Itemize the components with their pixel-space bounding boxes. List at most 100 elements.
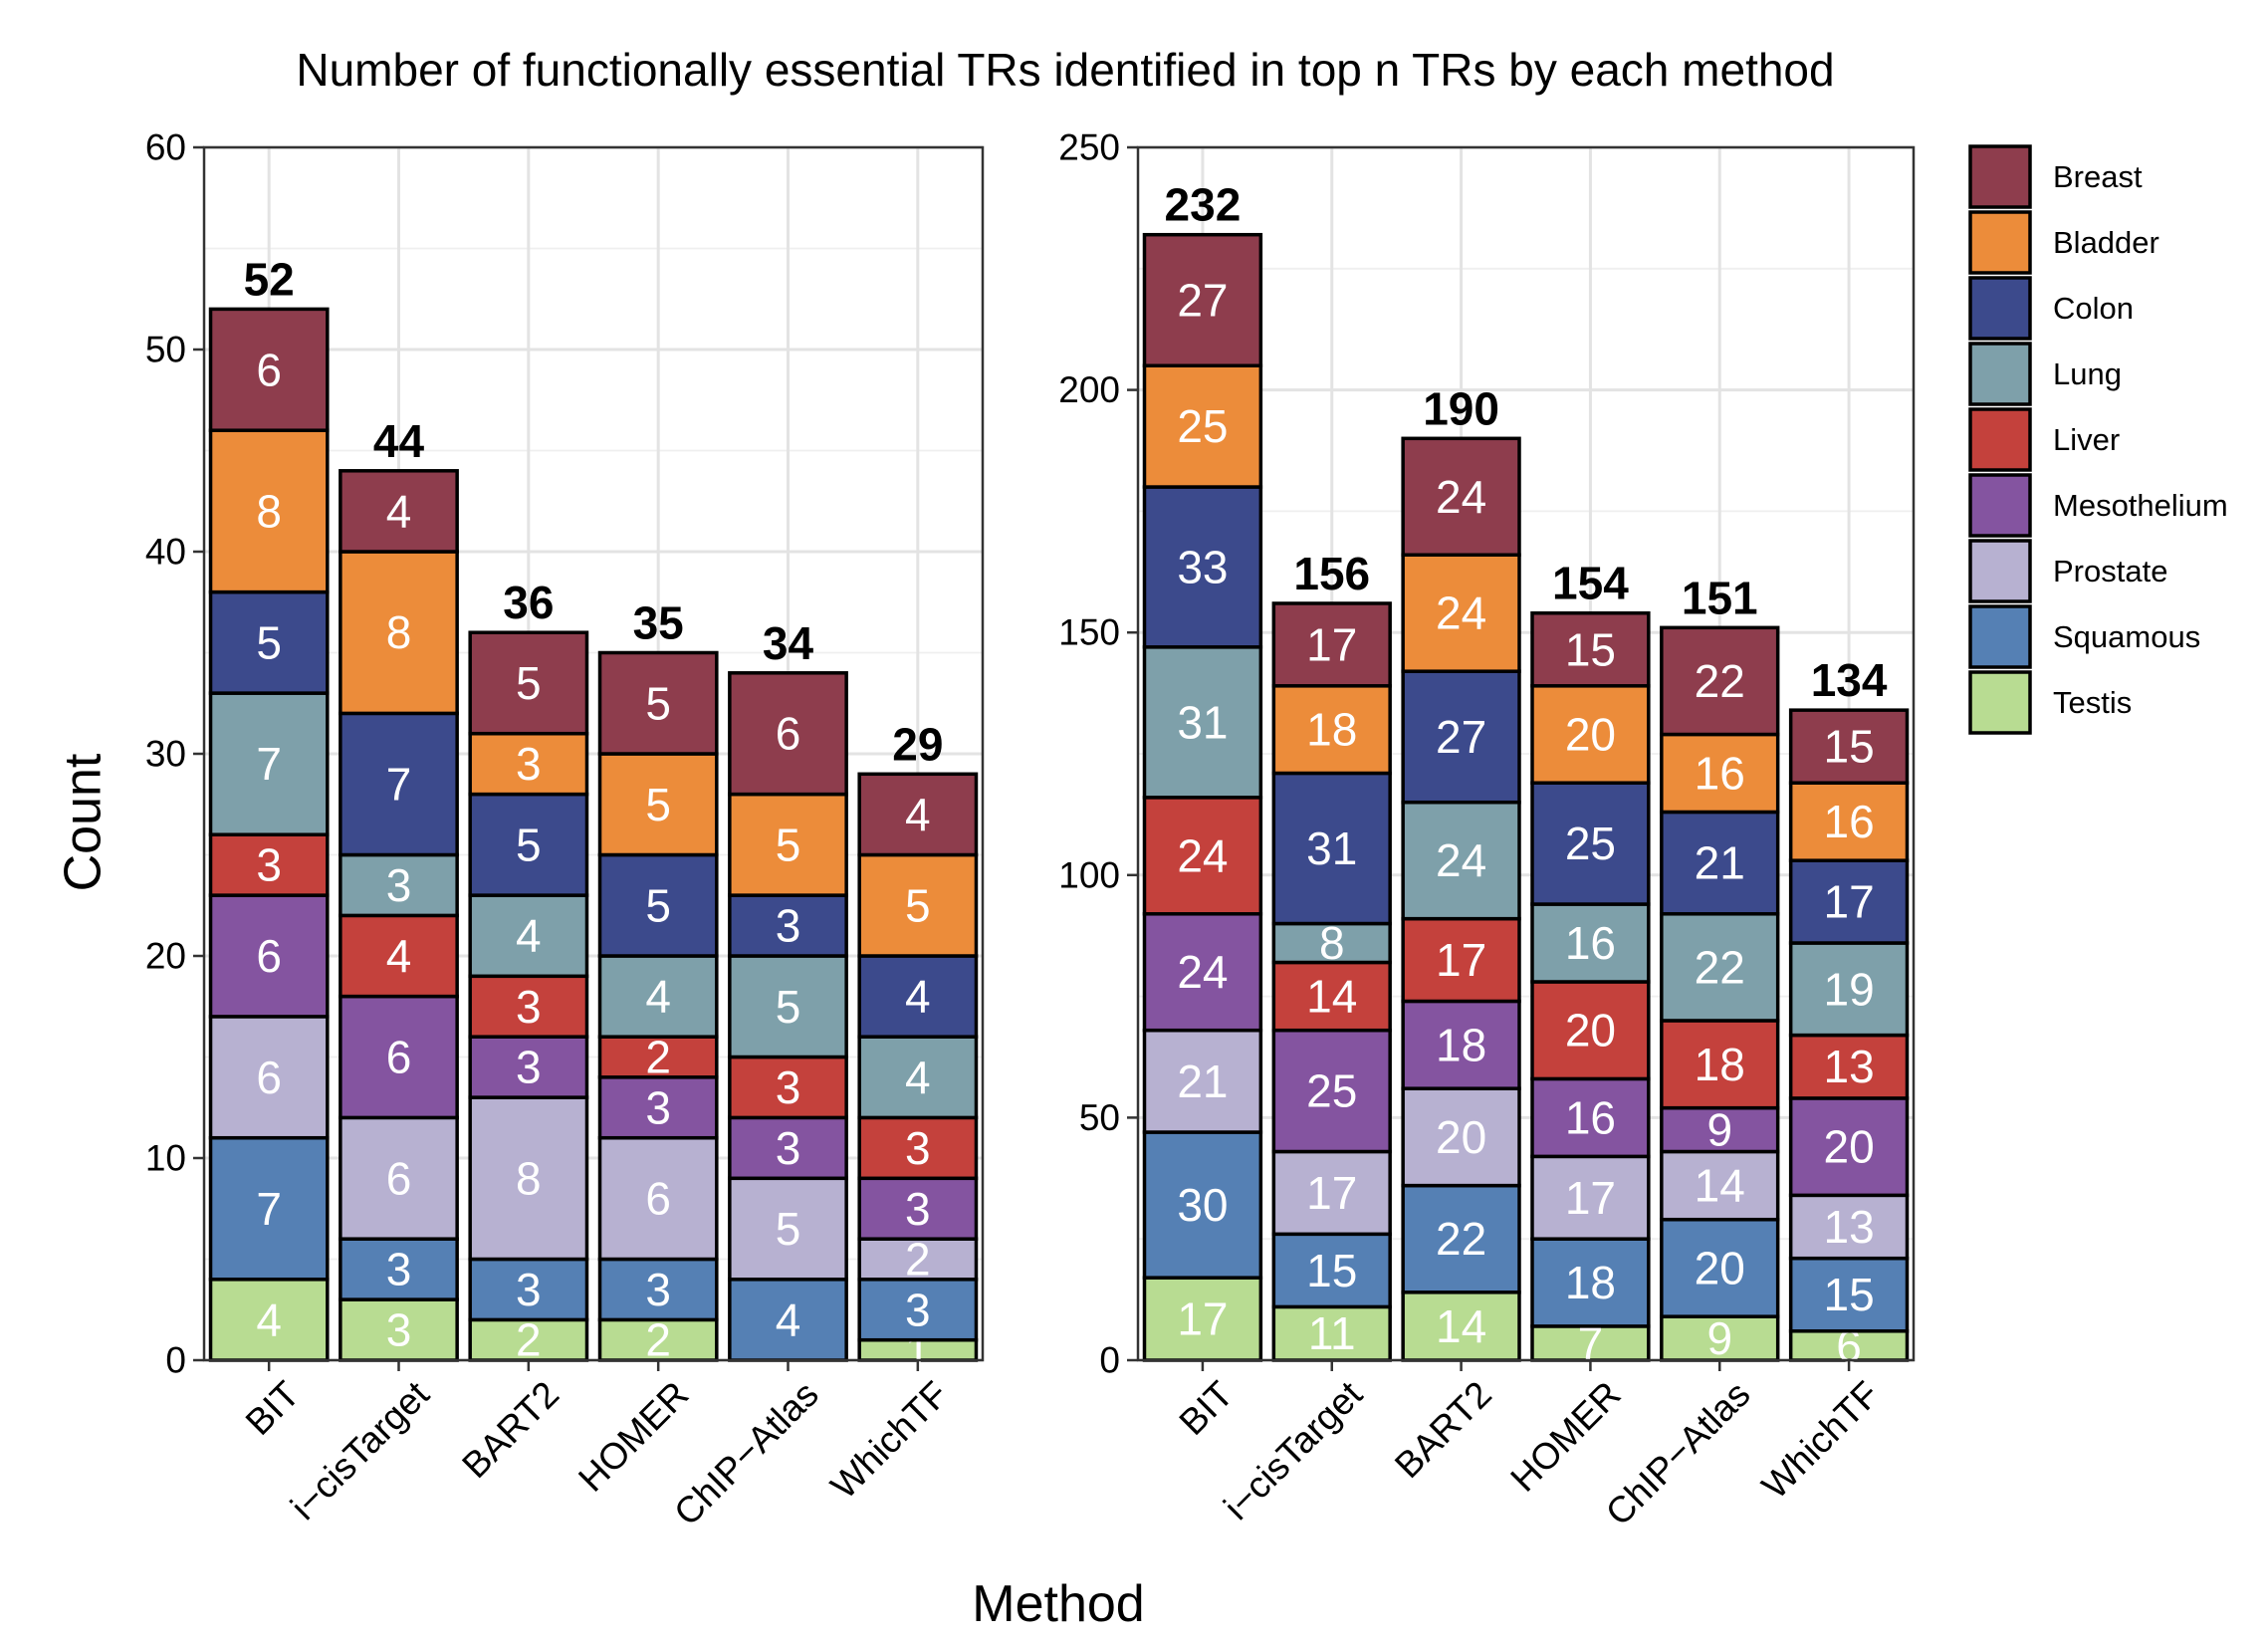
bar-segment-breast bbox=[857, 772, 979, 857]
segment-value-label: 8 bbox=[256, 485, 282, 537]
segment-value-label: 9 bbox=[1706, 1312, 1732, 1364]
segment-value-label: 6 bbox=[256, 1052, 282, 1103]
bar-segment-lung bbox=[1660, 912, 1780, 1023]
segment-value-label: 21 bbox=[1177, 1056, 1228, 1107]
segment-value-label: 17 bbox=[1436, 934, 1486, 986]
legend-label-lung: Lung bbox=[2053, 356, 2122, 391]
y-tick-label: 50 bbox=[145, 330, 186, 370]
bar-segment-breast bbox=[1660, 625, 1780, 737]
bar-segment-mesothelium bbox=[208, 893, 330, 1019]
panel-border bbox=[1136, 145, 1916, 1362]
segment-value-label: 16 bbox=[1695, 747, 1745, 799]
bar-segment-colon bbox=[1530, 781, 1651, 906]
y-tick-label: 50 bbox=[1079, 1097, 1120, 1138]
segment-value-label: 3 bbox=[386, 1244, 412, 1295]
segment-value-label: 4 bbox=[256, 1293, 282, 1345]
bar-segment-lung bbox=[1530, 902, 1651, 984]
legend-key-mesothelium bbox=[1968, 473, 2032, 538]
segment-value-label: 15 bbox=[1306, 1245, 1357, 1296]
bar-segment-breast bbox=[1271, 601, 1392, 688]
segment-value-label: 19 bbox=[1823, 963, 1874, 1015]
segment-value-label: 3 bbox=[645, 1264, 671, 1315]
segment-value-label: 20 bbox=[1565, 709, 1616, 761]
bar-segment-liver bbox=[1530, 980, 1651, 1081]
bar-segment-liver bbox=[208, 832, 330, 897]
left-panel: 4766375865233664378444238334535362363245… bbox=[145, 127, 985, 1533]
segment-value-label: 17 bbox=[1306, 1167, 1357, 1219]
legend: Breast Bladder Colon Lung Liver Mesothelium Pr… bbox=[1968, 144, 2228, 735]
segment-value-label: 5 bbox=[516, 657, 542, 709]
segment-value-label: 3 bbox=[386, 1304, 412, 1356]
bar-segment-prostate bbox=[208, 1015, 330, 1140]
segment-value-label: 14 bbox=[1695, 1160, 1745, 1212]
y-tick-label: 10 bbox=[145, 1138, 186, 1179]
bar-segment-bladder bbox=[1401, 553, 1521, 673]
segment-value-label: 3 bbox=[905, 1183, 931, 1235]
bar-segment-breast bbox=[208, 307, 330, 432]
bar-segment-testis bbox=[1271, 1304, 1392, 1362]
segment-value-label: 5 bbox=[776, 819, 801, 870]
bar-segment-liver bbox=[728, 1055, 848, 1120]
segment-value-label: 3 bbox=[776, 1122, 801, 1174]
legend-label-liver: Liver bbox=[2053, 422, 2120, 457]
segment-value-label: 4 bbox=[386, 485, 412, 537]
legend-label-breast: Breast bbox=[2053, 159, 2143, 194]
bar-segment-bladder bbox=[728, 792, 848, 897]
segment-value-label: 18 bbox=[1436, 1019, 1486, 1070]
bar-segment-squamous bbox=[468, 1257, 589, 1322]
bar-segment-colon bbox=[728, 893, 848, 958]
bar-total-label: 34 bbox=[763, 617, 814, 669]
bar-segment-testis bbox=[1142, 1276, 1263, 1362]
segment-value-label: 2 bbox=[516, 1314, 542, 1366]
bar-segment-mesothelium bbox=[339, 994, 459, 1120]
bar-segment-lung bbox=[857, 1035, 979, 1120]
legend-label-testis: Testis bbox=[2053, 685, 2132, 720]
segment-value-label: 3 bbox=[516, 738, 542, 790]
legend-key-squamous bbox=[1968, 604, 2032, 669]
segment-value-label: 27 bbox=[1436, 711, 1486, 763]
segment-value-label: 14 bbox=[1306, 971, 1357, 1023]
segment-value-label: 3 bbox=[905, 1284, 931, 1335]
bar-segment-liver bbox=[1271, 960, 1392, 1033]
segment-value-label: 13 bbox=[1823, 1041, 1874, 1092]
legend-key-breast bbox=[1968, 144, 2032, 209]
segment-value-label: 4 bbox=[645, 971, 671, 1023]
bar-total-label: 35 bbox=[633, 597, 684, 649]
bar-segment-liver bbox=[339, 913, 459, 999]
bar-total-label: 156 bbox=[1293, 548, 1370, 599]
legend-label-prostate: Prostate bbox=[2053, 554, 2167, 588]
segment-value-label: 6 bbox=[386, 1032, 412, 1083]
bar-segment-prostate bbox=[857, 1237, 979, 1282]
segment-value-label: 7 bbox=[256, 1183, 282, 1235]
segment-value-label: 20 bbox=[1823, 1121, 1874, 1173]
segment-value-label: 5 bbox=[645, 677, 671, 729]
segment-value-label: 24 bbox=[1436, 471, 1486, 523]
segment-value-label: 27 bbox=[1177, 274, 1228, 326]
segment-value-label: 24 bbox=[1436, 834, 1486, 886]
y-tick-label: 40 bbox=[145, 532, 186, 573]
bar-segment-prostate bbox=[1788, 1193, 1910, 1261]
segment-value-label: 9 bbox=[1706, 1104, 1732, 1156]
segment-value-label: 3 bbox=[645, 1081, 671, 1133]
segment-value-label: 3 bbox=[256, 839, 282, 891]
segment-value-label: 16 bbox=[1565, 917, 1616, 969]
y-tick-label: 30 bbox=[145, 734, 186, 775]
segment-value-label: 17 bbox=[1306, 618, 1357, 670]
segment-value-label: 22 bbox=[1695, 655, 1745, 707]
segment-value-label: 24 bbox=[1177, 829, 1228, 881]
segment-value-label: 17 bbox=[1177, 1293, 1228, 1345]
y-tick-label: 20 bbox=[145, 936, 186, 977]
bar-segment-testis bbox=[1788, 1329, 1910, 1362]
bar-segment-testis bbox=[597, 1317, 719, 1362]
segment-value-label: 5 bbox=[645, 879, 671, 931]
legend-key-prostate bbox=[1968, 539, 2032, 603]
bar-segment-squamous bbox=[1530, 1237, 1651, 1328]
segment-value-label: 31 bbox=[1177, 696, 1228, 748]
bar-segment-squamous bbox=[1401, 1183, 1521, 1294]
segment-value-label: 5 bbox=[256, 616, 282, 668]
bar-segment-prostate bbox=[1271, 1149, 1392, 1237]
y-axis-title: Count bbox=[55, 753, 113, 891]
bar-segment-breast bbox=[597, 650, 719, 756]
bar-segment-breast bbox=[339, 469, 459, 554]
bar-segment-prostate bbox=[597, 1135, 719, 1262]
